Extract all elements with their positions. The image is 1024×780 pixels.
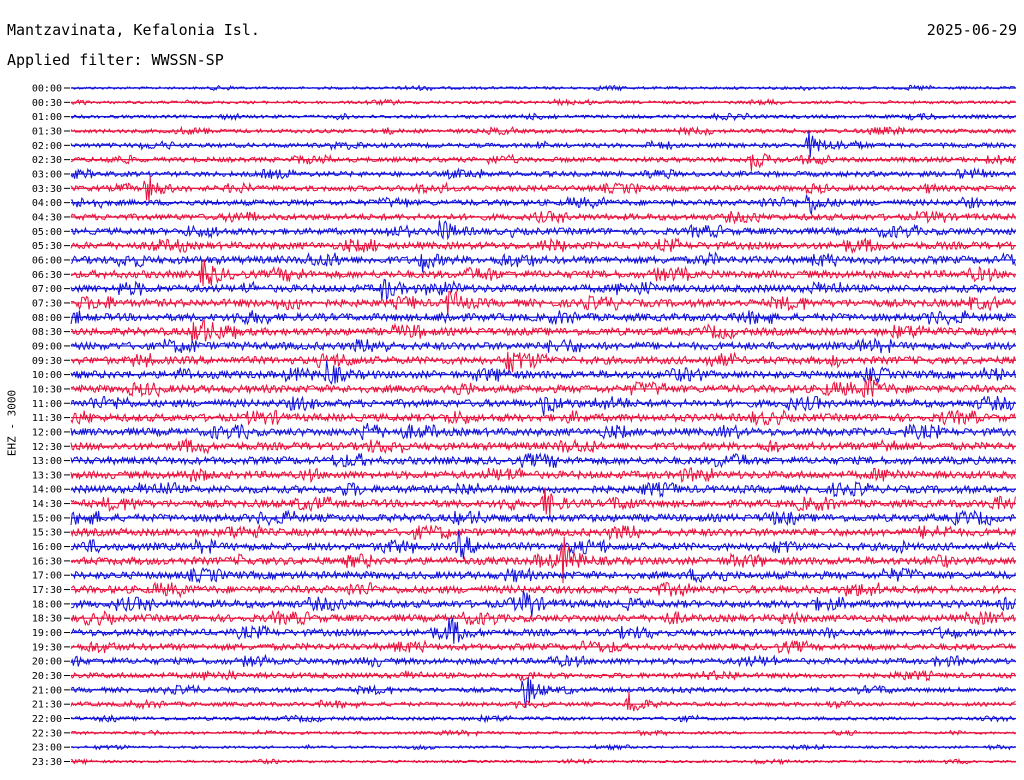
time-tick-label: 04:00 bbox=[32, 198, 62, 209]
trace-line-1630 bbox=[70, 536, 1016, 584]
time-tick-label: 19:00 bbox=[32, 628, 62, 639]
time-tick-label: 12:00 bbox=[32, 427, 62, 438]
filter-label: Applied filter: WWSSN-SP bbox=[7, 51, 224, 69]
time-tick-label: 21:30 bbox=[32, 700, 62, 711]
station-title: Mantzavinata, Kefalonia Isl. bbox=[7, 21, 260, 39]
trace-line-0230 bbox=[70, 153, 1016, 172]
trace-line-1400 bbox=[70, 481, 1016, 499]
time-tick-label: 02:00 bbox=[32, 141, 62, 152]
time-tick-label: 19:30 bbox=[32, 642, 62, 653]
time-tick-label: 22:00 bbox=[32, 714, 62, 725]
trace-line-1300 bbox=[70, 452, 1016, 469]
time-tick-label: 02:30 bbox=[32, 155, 62, 166]
time-tick-label: 11:00 bbox=[32, 399, 62, 410]
trace-line-1200 bbox=[70, 422, 1016, 441]
time-tick-label: 15:30 bbox=[32, 528, 62, 539]
trace-line-0330 bbox=[70, 176, 1016, 202]
time-tick-label: 03:00 bbox=[32, 169, 62, 180]
time-tick-label: 08:30 bbox=[32, 327, 62, 338]
time-tick-label: 16:30 bbox=[32, 556, 62, 567]
time-tick-label: 17:30 bbox=[32, 585, 62, 596]
time-tick-label: 11:30 bbox=[32, 413, 62, 424]
time-tick-label: 06:30 bbox=[32, 270, 62, 281]
time-tick-label: 21:00 bbox=[32, 685, 62, 696]
trace-line-0000 bbox=[70, 84, 1016, 92]
time-tick-label: 16:00 bbox=[32, 542, 62, 553]
time-tick-label: 05:30 bbox=[32, 241, 62, 252]
trace-line-0500 bbox=[70, 220, 1016, 241]
trace-line-0530 bbox=[70, 237, 1016, 255]
time-tick-label: 18:00 bbox=[32, 599, 62, 610]
trace-line-0700 bbox=[70, 278, 1016, 301]
time-tick-label: 10:30 bbox=[32, 384, 62, 395]
time-tick-label: 04:30 bbox=[32, 212, 62, 223]
trace-line-1900 bbox=[70, 617, 1016, 644]
time-tick-label: 20:00 bbox=[32, 657, 62, 668]
time-tick-label: 22:30 bbox=[32, 728, 62, 739]
trace-line-0730 bbox=[70, 289, 1016, 316]
time-tick-label: 15:00 bbox=[32, 513, 62, 524]
trace-line-1600 bbox=[70, 531, 1016, 559]
trace-line-0200 bbox=[70, 130, 1016, 158]
trace-line-1100 bbox=[70, 395, 1016, 417]
time-tick-label: 23:00 bbox=[32, 743, 62, 754]
date-label: 2025-06-29 bbox=[926, 21, 1017, 39]
time-tick-label: 07:30 bbox=[32, 298, 62, 309]
time-tick-label: 07:00 bbox=[32, 284, 62, 295]
time-tick-label: 00:00 bbox=[32, 84, 62, 95]
trace-line-0130 bbox=[70, 125, 1016, 137]
time-tick-label: 14:30 bbox=[32, 499, 62, 510]
trace-line-0600 bbox=[70, 251, 1016, 273]
time-tick-label: 09:00 bbox=[32, 341, 62, 352]
trace-line-1030 bbox=[70, 376, 1016, 399]
time-tick-label: 06:00 bbox=[32, 255, 62, 266]
time-tick-label: 09:30 bbox=[32, 356, 62, 367]
time-tick-label: 05:00 bbox=[32, 227, 62, 238]
time-tick-label: 23:30 bbox=[32, 757, 62, 768]
trace-line-1730 bbox=[70, 581, 1016, 599]
time-tick-label: 01:30 bbox=[32, 126, 62, 137]
time-tick-label: 03:30 bbox=[32, 184, 62, 195]
time-tick-label: 12:30 bbox=[32, 442, 62, 453]
trace-line-0400 bbox=[70, 194, 1016, 217]
time-tick-label: 13:30 bbox=[32, 470, 62, 481]
trace-line-0900 bbox=[70, 337, 1016, 354]
trace-line-0830 bbox=[70, 319, 1016, 344]
time-tick-label: 18:30 bbox=[32, 614, 62, 625]
trace-line-2130 bbox=[70, 691, 1016, 712]
time-tick-label: 00:30 bbox=[32, 98, 62, 109]
time-tick-label: 01:00 bbox=[32, 112, 62, 123]
time-tick-label: 13:00 bbox=[32, 456, 62, 467]
trace-line-0630 bbox=[70, 259, 1016, 287]
time-tick-label: 14:00 bbox=[32, 485, 62, 496]
trace-line-1700 bbox=[70, 566, 1016, 584]
time-tick-label: 20:30 bbox=[32, 671, 62, 682]
time-tick-label: 17:00 bbox=[32, 571, 62, 582]
time-tick-label: 08:00 bbox=[32, 313, 62, 324]
time-tick-label: 10:00 bbox=[32, 370, 62, 381]
